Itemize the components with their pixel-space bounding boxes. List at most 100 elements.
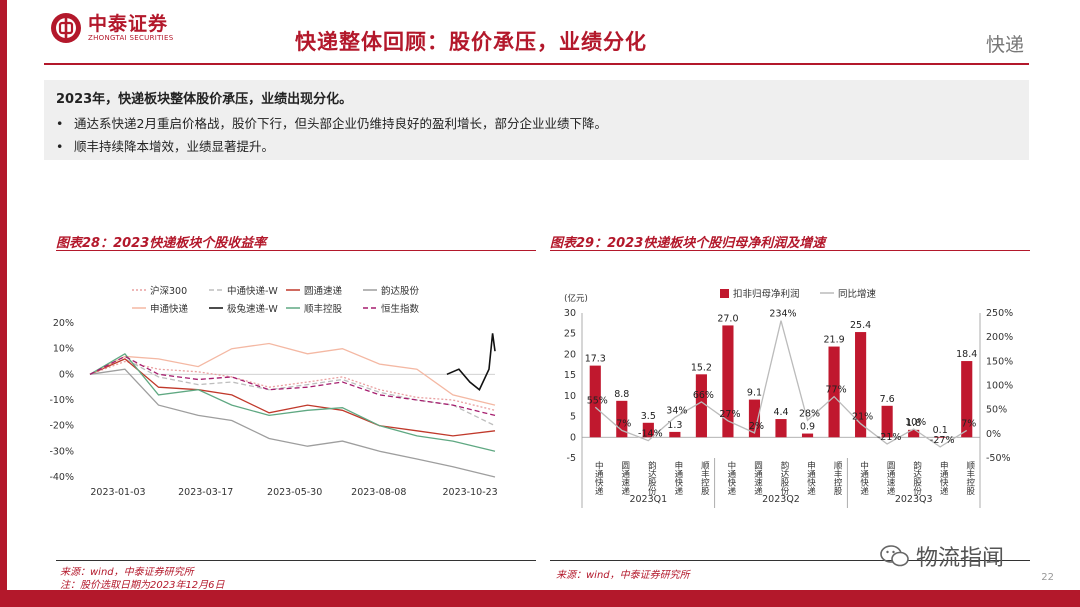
legend-label: 同比增速 <box>838 288 877 300</box>
summary-bullet: • 通达系快递2月重启价格战，股价下行，但头部企业仍维持良好的盈利增长，部分企业业… <box>56 113 607 132</box>
bar-data-label: 1.3 <box>667 420 682 431</box>
left-figure-title: 图表28：2023快递板块个股收益率 <box>56 236 267 251</box>
bar <box>748 399 761 438</box>
bullet-icon: • <box>56 139 64 154</box>
bar-data-label: 8.8 <box>614 389 629 400</box>
right-tick-label: 250% <box>986 308 1013 319</box>
x-tick-label: 2023-01-03 <box>90 487 145 498</box>
summary-bullet-text: 顺丰持续降本增效，业绩显著提升。 <box>74 139 275 154</box>
bar-data-label: 0.1 <box>933 425 948 436</box>
y-tick-label: 20% <box>53 318 74 329</box>
bar <box>722 325 734 438</box>
page-title: 快递整体回顾：股价承压，业绩分化 <box>295 30 647 54</box>
growth-data-label: 2% <box>749 421 764 432</box>
y-tick-label: -10% <box>50 395 74 406</box>
category-label: 韵达股份 <box>646 460 656 496</box>
group-label: 2023Q2 <box>762 494 800 505</box>
left-tick-label: 25 <box>564 329 576 340</box>
category-label: 圆通速递 <box>752 461 762 496</box>
bar <box>589 365 601 438</box>
group-label: 2023Q3 <box>895 494 933 505</box>
bar-data-label: 18.4 <box>956 349 977 360</box>
growth-data-label: -14% <box>638 429 663 440</box>
series-line <box>446 333 496 391</box>
left-accent-bar <box>0 0 7 607</box>
left-date-note: 注：股价选取日期为2023年12月6日 <box>60 580 225 591</box>
series-line <box>89 358 496 427</box>
group-label: 2023Q1 <box>629 494 667 505</box>
bar-data-label: 15.2 <box>691 362 712 373</box>
category-label: 圆通速递 <box>885 461 895 496</box>
legend-label: 申通快递 <box>150 303 189 315</box>
y-tick-label: 10% <box>53 344 74 355</box>
right-source-note: 来源：wind，中泰证券研究所 <box>556 570 690 581</box>
summary-bullet: • 顺丰持续降本增效，业绩显著提升。 <box>56 136 274 155</box>
right-note-rule <box>550 560 1030 561</box>
bar <box>908 429 920 438</box>
series-line <box>89 358 496 437</box>
bar-data-label: 3.5 <box>641 411 656 422</box>
left-note-rule <box>56 560 536 561</box>
left-axis-unit: (亿元) <box>564 293 588 304</box>
bar <box>828 346 840 438</box>
growth-data-label: 10% <box>905 417 926 428</box>
right-figure-title: 图表29：2023快递板块个股归母净利润及增速 <box>550 236 826 251</box>
bar-data-label: 7.6 <box>880 394 895 405</box>
page-number: 22 <box>1041 572 1054 583</box>
bar <box>616 400 628 438</box>
series-line <box>89 368 496 478</box>
left-tick-label: 10 <box>564 391 576 402</box>
right-tick-label: 100% <box>986 381 1013 392</box>
category-label: 圆通速递 <box>620 461 630 496</box>
x-tick-label: 2023-03-17 <box>178 487 233 498</box>
summary-heading: 2023年，快递板块整体股价承压，业绩出现分化。 <box>56 92 353 107</box>
series-line <box>89 360 496 411</box>
growth-data-label: 34% <box>666 405 687 416</box>
left-figure-rule <box>56 250 536 251</box>
left-source-note: 来源：wind，中泰证券研究所 <box>60 567 194 578</box>
bar <box>801 433 814 438</box>
right-tick-label: 150% <box>986 356 1013 367</box>
x-tick-label: 2023-10-23 <box>443 487 498 498</box>
right-figure-rule <box>550 250 1030 251</box>
bar <box>934 436 946 438</box>
left-tick-label: 0 <box>570 432 576 443</box>
growth-data-label: -27% <box>930 435 955 446</box>
summary-bullet-text: 通达系快递2月重启价格战，股价下行，但头部企业仍维持良好的盈利增长，部分企业业绩… <box>74 116 607 131</box>
category-label: 顺丰控股 <box>965 461 975 496</box>
bar <box>961 361 973 438</box>
legend-label: 扣非归母净利润 <box>733 288 800 300</box>
company-logo: 中泰证券 ZHONGTAI SECURITIES <box>50 12 174 44</box>
growth-data-label: 77% <box>826 385 847 396</box>
category-label: 韵达股份 <box>779 460 789 496</box>
y-tick-label: -40% <box>50 472 74 483</box>
growth-data-label: 21% <box>852 412 873 423</box>
watermark: 物流指闻 <box>880 540 1004 572</box>
category-label: 申通快递 <box>673 460 683 496</box>
bar-data-label: 4.4 <box>773 407 788 418</box>
legend-label: 圆通速递 <box>304 285 343 297</box>
category-label: 中通快递 <box>593 460 603 496</box>
right-tick-label: 0% <box>986 429 1001 440</box>
bar-data-label: 27.0 <box>717 313 738 324</box>
bar-data-label: 17.3 <box>585 354 606 365</box>
legend-label: 恒生指数 <box>381 303 420 315</box>
right-tick-label: 200% <box>986 332 1013 343</box>
category-label: 中通快递 <box>726 460 736 496</box>
left-tick-label: 30 <box>564 308 576 319</box>
category-label: 申通快递 <box>806 460 816 496</box>
bar <box>855 332 867 438</box>
left-tick-label: 15 <box>564 370 576 381</box>
category-label: 韵达股份 <box>912 460 922 496</box>
summary-box: 2023年，快递板块整体股价承压，业绩出现分化。 • 通达系快递2月重启价格战，股… <box>44 80 1029 160</box>
y-tick-label: 0% <box>59 369 74 380</box>
watermark-text: 物流指闻 <box>916 546 1005 571</box>
bar-data-label: 21.9 <box>823 335 844 346</box>
y-tick-label: -30% <box>50 446 74 457</box>
right-tick-label: 50% <box>986 405 1007 416</box>
growth-data-label: -21% <box>877 432 902 443</box>
logo-en: ZHONGTAI SECURITIES <box>88 34 174 42</box>
x-tick-label: 2023-08-08 <box>351 487 406 498</box>
legend-label: 沪深300 <box>150 285 187 297</box>
